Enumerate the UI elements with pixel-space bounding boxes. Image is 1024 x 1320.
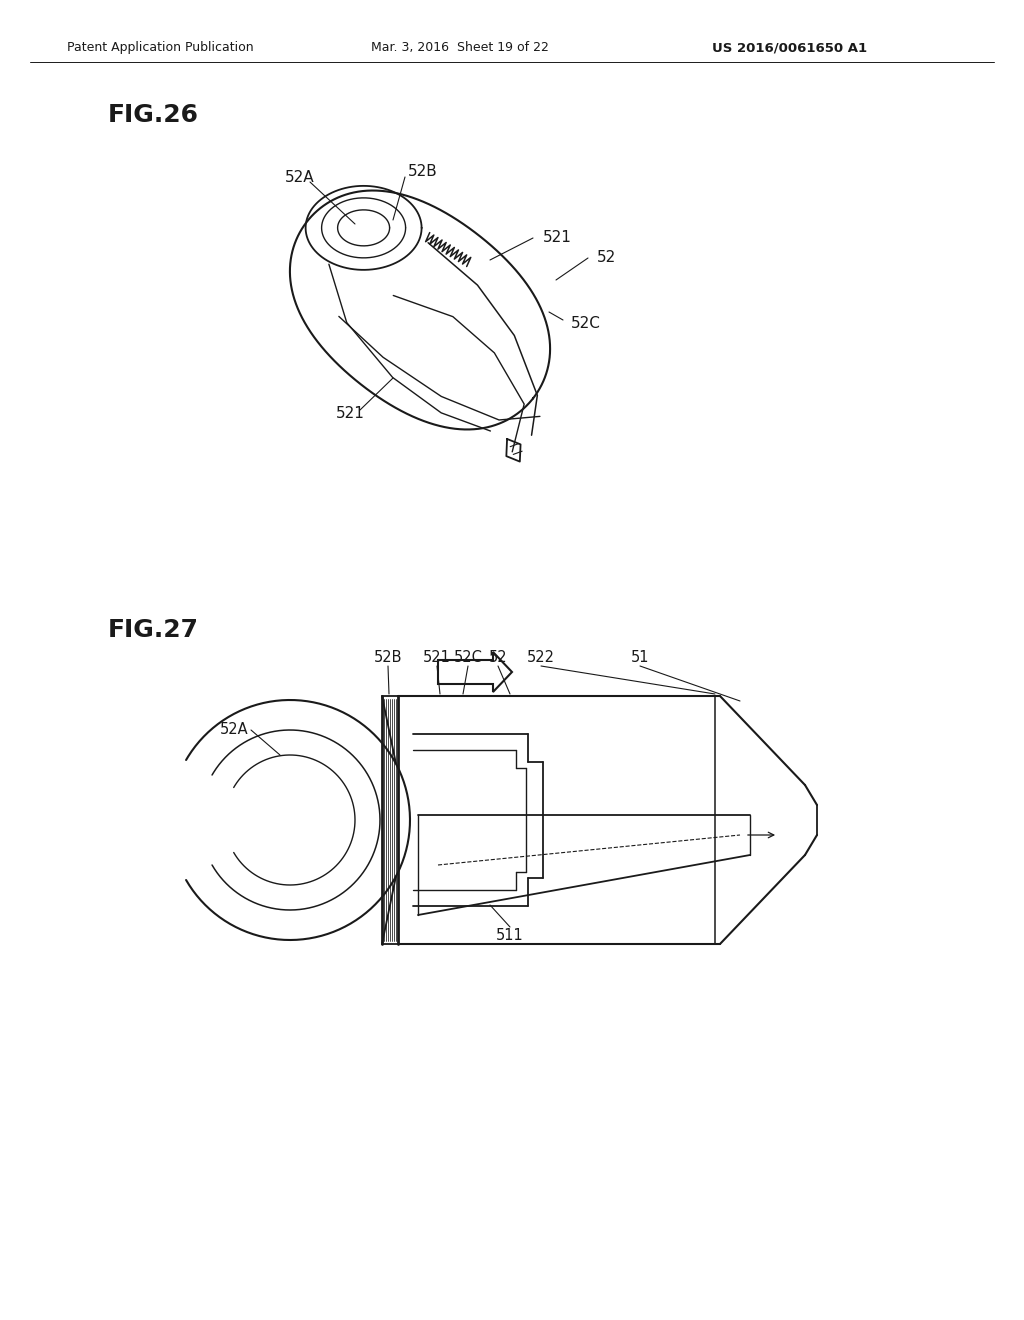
Text: 52: 52 [488,649,507,664]
Text: 52A: 52A [286,169,314,185]
Text: 52B: 52B [408,165,437,180]
Text: 511: 511 [496,928,524,942]
Text: Mar. 3, 2016  Sheet 19 of 22: Mar. 3, 2016 Sheet 19 of 22 [371,41,549,54]
Text: 521: 521 [423,649,451,664]
Text: 52C: 52C [454,649,482,664]
Text: 521: 521 [543,231,571,246]
Text: 522: 522 [527,649,555,664]
Text: 52B: 52B [374,649,402,664]
Text: 51: 51 [631,649,649,664]
Text: 52A: 52A [219,722,248,738]
Text: FIG.27: FIG.27 [108,618,199,642]
Text: Patent Application Publication: Patent Application Publication [67,41,253,54]
Text: 52C: 52C [571,315,601,330]
Text: US 2016/0061650 A1: US 2016/0061650 A1 [713,41,867,54]
Polygon shape [438,652,512,692]
Text: 521: 521 [336,407,365,421]
Text: FIG.26: FIG.26 [108,103,199,127]
Text: 52: 52 [597,251,616,265]
